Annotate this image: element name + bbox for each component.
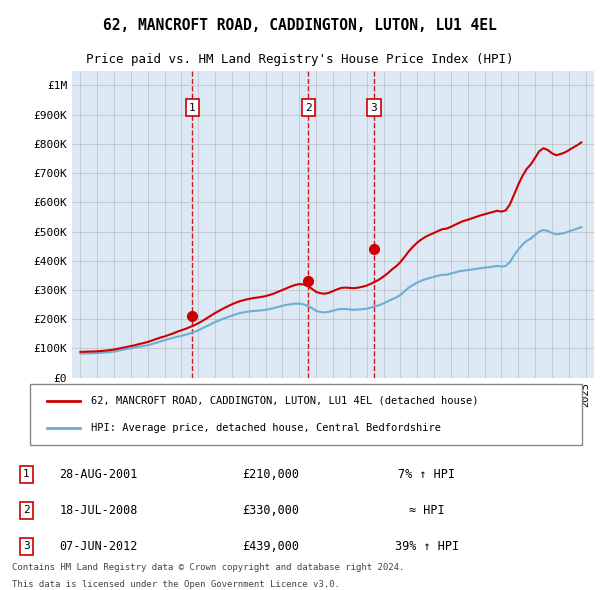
Text: 1: 1: [189, 103, 196, 113]
Text: This data is licensed under the Open Government Licence v3.0.: This data is licensed under the Open Gov…: [12, 579, 340, 589]
Text: 28-AUG-2001: 28-AUG-2001: [59, 468, 137, 481]
Text: 7% ↑ HPI: 7% ↑ HPI: [398, 468, 455, 481]
Text: 62, MANCROFT ROAD, CADDINGTON, LUTON, LU1 4EL (detached house): 62, MANCROFT ROAD, CADDINGTON, LUTON, LU…: [91, 396, 478, 406]
Text: 2: 2: [305, 103, 312, 113]
FancyBboxPatch shape: [30, 384, 582, 445]
Text: 07-JUN-2012: 07-JUN-2012: [59, 540, 137, 553]
Text: 1: 1: [23, 470, 30, 480]
Text: £330,000: £330,000: [242, 504, 300, 517]
Text: 18-JUL-2008: 18-JUL-2008: [59, 504, 137, 517]
Text: 3: 3: [371, 103, 377, 113]
Text: ≈ HPI: ≈ HPI: [409, 504, 445, 517]
Text: 2: 2: [23, 506, 30, 515]
Text: £439,000: £439,000: [242, 540, 300, 553]
Text: 3: 3: [23, 541, 30, 551]
Text: Price paid vs. HM Land Registry's House Price Index (HPI): Price paid vs. HM Land Registry's House …: [86, 53, 514, 66]
Text: 62, MANCROFT ROAD, CADDINGTON, LUTON, LU1 4EL: 62, MANCROFT ROAD, CADDINGTON, LUTON, LU…: [103, 18, 497, 32]
Text: £210,000: £210,000: [242, 468, 300, 481]
Text: 39% ↑ HPI: 39% ↑ HPI: [395, 540, 459, 553]
Text: Contains HM Land Registry data © Crown copyright and database right 2024.: Contains HM Land Registry data © Crown c…: [12, 563, 404, 572]
Text: HPI: Average price, detached house, Central Bedfordshire: HPI: Average price, detached house, Cent…: [91, 423, 441, 433]
